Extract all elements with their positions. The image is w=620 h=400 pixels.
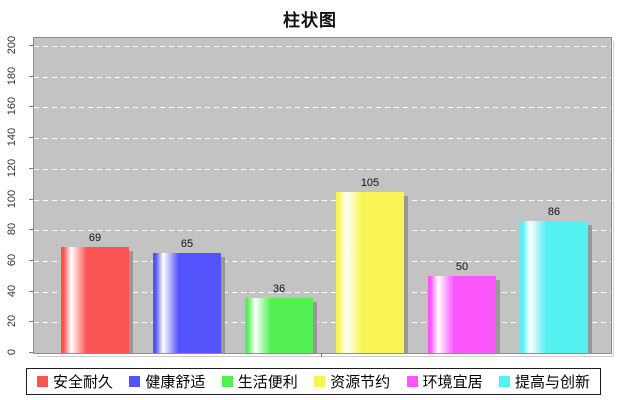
- y-axis-tick: [29, 352, 33, 353]
- y-tick-label: 160: [6, 96, 18, 116]
- legend-item: 提高与创新: [498, 371, 590, 392]
- grid-line: [34, 322, 611, 323]
- grid-line: [34, 77, 611, 78]
- y-axis-tick: [29, 229, 33, 230]
- y-axis-tick: [29, 291, 33, 292]
- legend-item: 环境宜居: [406, 371, 483, 392]
- y-axis-tick: [29, 321, 33, 322]
- bar-value-label: 65: [180, 238, 194, 250]
- y-tick-label: 140: [6, 127, 18, 147]
- legend-item: 健康舒适: [129, 371, 205, 392]
- legend-swatch: [221, 376, 233, 387]
- y-tick-label: 60: [6, 253, 18, 267]
- legend-swatch: [314, 376, 326, 387]
- bar: 36: [245, 283, 317, 353]
- bar-shadow: [496, 280, 500, 353]
- y-axis-tick: [29, 106, 33, 107]
- y-tick-label: 20: [6, 314, 18, 328]
- bar: 65: [153, 238, 225, 353]
- bar-shadow: [404, 196, 408, 353]
- grid-line: [34, 200, 611, 201]
- grid-line: [34, 46, 611, 47]
- grid-line: [34, 169, 611, 170]
- bar-shadow: [313, 302, 317, 353]
- bar: 86: [520, 206, 592, 353]
- bar-value-label: 86: [547, 206, 561, 218]
- bar-shadow: [129, 251, 133, 353]
- plot-area: 69 65 36 105 50 86: [33, 37, 612, 354]
- grid-line: [34, 138, 611, 139]
- legend-item: 资源节约: [314, 371, 390, 392]
- legend-item: 生活便利: [221, 371, 298, 392]
- bar-value-label: 69: [88, 232, 102, 244]
- legend-label: 资源节约: [330, 374, 391, 391]
- y-tick-label: 120: [6, 158, 18, 178]
- grid-line: [34, 292, 611, 293]
- legend-item: 安全耐久: [37, 371, 113, 392]
- plot-right-shadow: [613, 41, 614, 356]
- y-axis-tick: [29, 168, 33, 169]
- y-tick-label: 40: [6, 284, 18, 298]
- y-axis-tick: [29, 199, 33, 200]
- legend-swatch: [406, 376, 418, 387]
- x-axis-tick: [321, 353, 322, 357]
- legend: 安全耐久 健康舒适 生活便利 资源节约 环境宜居 提高与创新: [26, 368, 601, 395]
- legend-label: 生活便利: [237, 374, 298, 391]
- y-tick-label: 0: [6, 348, 18, 356]
- legend-label: 健康舒适: [145, 374, 206, 391]
- y-axis-tick: [29, 260, 33, 261]
- bar-value-label: 36: [272, 283, 286, 295]
- grid-line: [34, 261, 611, 262]
- bar: 69: [61, 232, 133, 353]
- legend-swatch: [37, 376, 48, 387]
- bar: 50: [428, 261, 500, 353]
- legend-swatch: [129, 376, 141, 387]
- y-tick-label: 200: [6, 35, 18, 55]
- y-tick-label: 180: [6, 66, 18, 86]
- plot-bottom-shadow: [37, 356, 614, 357]
- y-axis-tick: [29, 137, 33, 138]
- legend-label: 提高与创新: [514, 374, 590, 391]
- legend-label: 环境宜居: [422, 374, 483, 391]
- y-tick-label: 100: [6, 189, 18, 209]
- legend-label: 安全耐久: [53, 374, 114, 391]
- legend-swatch: [498, 376, 510, 387]
- bar-shadow: [588, 225, 592, 353]
- bar-value-label: 50: [455, 261, 469, 273]
- y-axis-tick: [29, 76, 33, 77]
- grid-line: [34, 107, 611, 108]
- bar: 105: [336, 177, 408, 353]
- bar-value-label: 105: [360, 177, 380, 189]
- bar-shadow: [221, 257, 225, 353]
- chart-title: 柱状图: [283, 11, 337, 30]
- y-tick-label: 80: [6, 222, 18, 236]
- y-axis-tick: [29, 45, 33, 46]
- grid-line: [34, 230, 611, 231]
